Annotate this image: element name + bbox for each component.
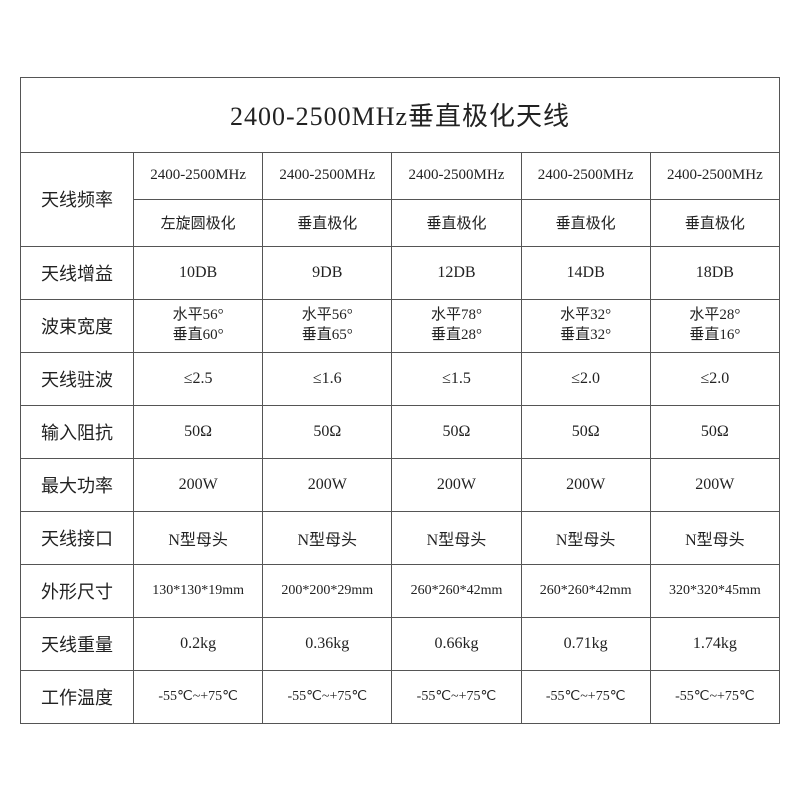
cell-beam-v-4: 垂直16°	[651, 326, 779, 346]
cell-vswr-2: ≤1.5	[392, 352, 521, 405]
cell-beam-h-4: 水平28°	[651, 306, 779, 326]
cell-beam-v-0: 垂直60°	[134, 326, 262, 346]
cell-connector-2: N型母头	[392, 511, 521, 564]
cell-size-4: 320*320*45mm	[650, 564, 779, 617]
row-label-gain: 天线增益	[21, 246, 134, 299]
cell-impedance-3: 50Ω	[521, 405, 650, 458]
cell-freq-0: 2400-2500MHz	[134, 152, 263, 199]
cell-impedance-1: 50Ω	[263, 405, 392, 458]
cell-polarization-0: 左旋圆极化	[134, 199, 263, 246]
cell-connector-1: N型母头	[263, 511, 392, 564]
row-label-power: 最大功率	[21, 458, 134, 511]
cell-gain-2: 12DB	[392, 246, 521, 299]
row-label-freq: 天线频率	[21, 152, 134, 246]
cell-polarization-1: 垂直极化	[263, 199, 392, 246]
cell-temp-4: -55℃~+75℃	[650, 670, 779, 723]
cell-beam-h-3: 水平32°	[522, 306, 650, 326]
cell-power-4: 200W	[650, 458, 779, 511]
cell-polarization-3: 垂直极化	[521, 199, 650, 246]
antenna-spec-table: 2400-2500MHz垂直极化天线 天线频率 2400-2500MHz 240…	[20, 77, 780, 724]
cell-size-0: 130*130*19mm	[134, 564, 263, 617]
cell-temp-1: -55℃~+75℃	[263, 670, 392, 723]
cell-size-2: 260*260*42mm	[392, 564, 521, 617]
cell-weight-0: 0.2kg	[134, 617, 263, 670]
row-label-vswr: 天线驻波	[21, 352, 134, 405]
row-label-impedance: 输入阻抗	[21, 405, 134, 458]
cell-connector-0: N型母头	[134, 511, 263, 564]
cell-vswr-4: ≤2.0	[650, 352, 779, 405]
row-label-temp: 工作温度	[21, 670, 134, 723]
row-label-beam: 波束宽度	[21, 299, 134, 352]
cell-power-1: 200W	[263, 458, 392, 511]
cell-gain-4: 18DB	[650, 246, 779, 299]
cell-weight-2: 0.66kg	[392, 617, 521, 670]
cell-beam-v-2: 垂直28°	[392, 326, 520, 346]
cell-temp-0: -55℃~+75℃	[134, 670, 263, 723]
cell-freq-3: 2400-2500MHz	[521, 152, 650, 199]
cell-polarization-2: 垂直极化	[392, 199, 521, 246]
cell-impedance-2: 50Ω	[392, 405, 521, 458]
cell-freq-1: 2400-2500MHz	[263, 152, 392, 199]
cell-beam-v-1: 垂直65°	[263, 326, 391, 346]
cell-temp-2: -55℃~+75℃	[392, 670, 521, 723]
cell-connector-3: N型母头	[521, 511, 650, 564]
cell-freq-2: 2400-2500MHz	[392, 152, 521, 199]
cell-gain-0: 10DB	[134, 246, 263, 299]
cell-connector-4: N型母头	[650, 511, 779, 564]
cell-vswr-0: ≤2.5	[134, 352, 263, 405]
cell-vswr-3: ≤2.0	[521, 352, 650, 405]
cell-beam-2: 水平78° 垂直28°	[392, 299, 521, 352]
table-title: 2400-2500MHz垂直极化天线	[21, 77, 780, 152]
cell-beam-1: 水平56° 垂直65°	[263, 299, 392, 352]
cell-power-3: 200W	[521, 458, 650, 511]
cell-power-0: 200W	[134, 458, 263, 511]
cell-freq-4: 2400-2500MHz	[650, 152, 779, 199]
cell-weight-3: 0.71kg	[521, 617, 650, 670]
cell-beam-v-3: 垂直32°	[522, 326, 650, 346]
cell-gain-3: 14DB	[521, 246, 650, 299]
cell-beam-h-1: 水平56°	[263, 306, 391, 326]
cell-polarization-4: 垂直极化	[650, 199, 779, 246]
row-label-weight: 天线重量	[21, 617, 134, 670]
cell-beam-0: 水平56° 垂直60°	[134, 299, 263, 352]
cell-weight-4: 1.74kg	[650, 617, 779, 670]
cell-size-1: 200*200*29mm	[263, 564, 392, 617]
cell-weight-1: 0.36kg	[263, 617, 392, 670]
cell-vswr-1: ≤1.6	[263, 352, 392, 405]
cell-beam-3: 水平32° 垂直32°	[521, 299, 650, 352]
row-label-connector: 天线接口	[21, 511, 134, 564]
row-label-size: 外形尺寸	[21, 564, 134, 617]
cell-beam-4: 水平28° 垂直16°	[650, 299, 779, 352]
cell-temp-3: -55℃~+75℃	[521, 670, 650, 723]
cell-beam-h-2: 水平78°	[392, 306, 520, 326]
cell-size-3: 260*260*42mm	[521, 564, 650, 617]
cell-beam-h-0: 水平56°	[134, 306, 262, 326]
cell-power-2: 200W	[392, 458, 521, 511]
cell-impedance-4: 50Ω	[650, 405, 779, 458]
cell-gain-1: 9DB	[263, 246, 392, 299]
cell-impedance-0: 50Ω	[134, 405, 263, 458]
